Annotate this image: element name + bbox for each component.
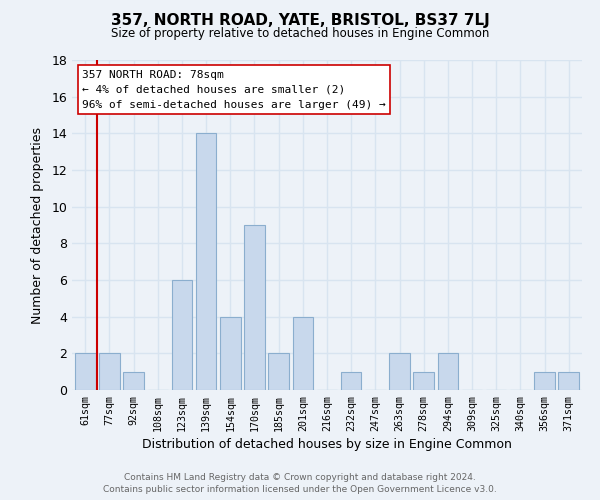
Bar [220,316,241,390]
Bar [293,316,313,390]
Bar [389,354,410,390]
Bar [437,354,458,390]
Bar [172,280,192,390]
Bar [99,354,120,390]
Bar [244,225,265,390]
Text: Contains public sector information licensed under the Open Government Licence v3: Contains public sector information licen… [103,484,497,494]
Bar [268,354,289,390]
Text: 357, NORTH ROAD, YATE, BRISTOL, BS37 7LJ: 357, NORTH ROAD, YATE, BRISTOL, BS37 7LJ [110,12,490,28]
Bar [196,134,217,390]
Text: 357 NORTH ROAD: 78sqm
← 4% of detached houses are smaller (2)
96% of semi-detach: 357 NORTH ROAD: 78sqm ← 4% of detached h… [82,70,386,110]
X-axis label: Distribution of detached houses by size in Engine Common: Distribution of detached houses by size … [142,438,512,451]
Bar [124,372,144,390]
Bar [559,372,579,390]
Bar [75,354,95,390]
Bar [341,372,361,390]
Text: Size of property relative to detached houses in Engine Common: Size of property relative to detached ho… [111,28,489,40]
Bar [534,372,555,390]
Text: Contains HM Land Registry data © Crown copyright and database right 2024.: Contains HM Land Registry data © Crown c… [124,474,476,482]
Y-axis label: Number of detached properties: Number of detached properties [31,126,44,324]
Bar [413,372,434,390]
